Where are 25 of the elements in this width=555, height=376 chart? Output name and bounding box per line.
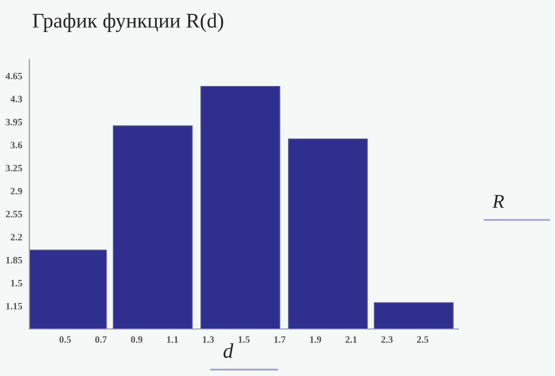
y-tick-label: 4.3 bbox=[10, 96, 22, 102]
y-tick-label: 3.95 bbox=[6, 118, 22, 126]
y-tick-label: 2.55 bbox=[6, 210, 22, 218]
x-tick-label: 1.9 bbox=[310, 336, 322, 343]
y-axis-title: R bbox=[492, 194, 504, 208]
x-tick-label: 2.5 bbox=[417, 336, 428, 343]
x-tick-label: 2.3 bbox=[381, 336, 393, 343]
y-tick-label: 1.85 bbox=[6, 256, 22, 264]
x-tick-label: 1.5 bbox=[238, 336, 250, 343]
y-tick-label: 3.6 bbox=[10, 142, 22, 148]
x-tick-label: 0.9 bbox=[130, 336, 142, 343]
x-tick-label: 1.3 bbox=[202, 336, 214, 343]
x-tick-label: 2.1 bbox=[346, 336, 357, 343]
y-tick-label: 3.25 bbox=[6, 164, 22, 172]
x-axis-title: d bbox=[224, 343, 234, 358]
x-tick-label: 0.5 bbox=[59, 336, 71, 343]
y-tick-label: 1.15 bbox=[6, 302, 22, 310]
x-tick-label: 1.7 bbox=[274, 336, 286, 343]
chart-title: График функции R(d) bbox=[32, 13, 224, 32]
y-tick-label: 1.5 bbox=[11, 280, 22, 286]
y-tick-label: 4.65 bbox=[6, 72, 22, 80]
x-tick-label: 1.1 bbox=[167, 336, 178, 343]
y-tick-label: 2.2 bbox=[10, 234, 22, 240]
y-tick-label: 2.9 bbox=[10, 188, 22, 194]
x-tick-label: 0.7 bbox=[95, 336, 107, 343]
